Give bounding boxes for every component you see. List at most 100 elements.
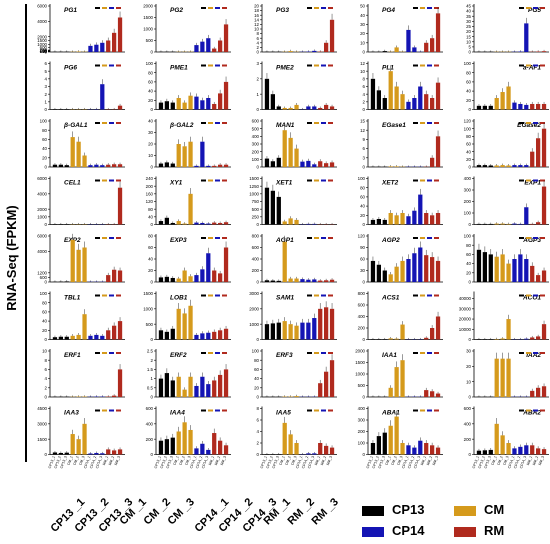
bar-rm-2 [323, 371, 329, 397]
y-tick-label: 160 [146, 191, 154, 196]
bar-cm-3 [400, 360, 405, 397]
bar-rm-2 [217, 40, 223, 52]
y-tick-label: 200 [252, 149, 260, 154]
y-tick-label: 4000 [37, 19, 47, 24]
sample-tick-label: RM_1 [208, 455, 215, 465]
y-tick-label: 500 [358, 383, 366, 388]
bar-cp13-2 [482, 252, 488, 282]
bar-cp14-1 [88, 453, 93, 455]
bar-rm-2 [217, 374, 223, 397]
y-tick-label: 150 [40, 48, 48, 53]
y-tick-label: 2 [257, 45, 260, 50]
bar-rm-1 [424, 337, 429, 340]
bar-cm-1 [282, 130, 287, 167]
mini-legend-swatch [540, 179, 545, 182]
y-tick-label: 80 [466, 70, 471, 75]
panel-lob1: 0 500 1000 1500 LOB1 [143, 291, 231, 342]
panel-title: ACO1 [522, 295, 541, 302]
y-tick-label: 20 [42, 155, 47, 160]
y-tick-label: 600 [358, 303, 366, 308]
bar-cp14-3 [206, 165, 211, 167]
y-tick-label: 10 [360, 69, 365, 74]
bar-cp14-2 [200, 333, 205, 340]
y-tick-label: 20 [360, 213, 365, 218]
y-tick-label: 10 [42, 349, 47, 354]
bar-cp14-3 [418, 440, 423, 455]
bar-cp14-2 [306, 453, 311, 455]
mini-legend-swatch [201, 352, 206, 354]
sample-tick-label: CP14_2 [195, 455, 203, 469]
bar-cp14-2 [518, 446, 523, 455]
y-tick-label: 0 [257, 165, 260, 170]
mini-legend-swatch [540, 7, 545, 9]
bar-cm-2 [500, 358, 505, 397]
mini-legend-swatch [328, 294, 333, 297]
bar-cp13-3 [170, 163, 175, 167]
mini-legend-swatch [102, 7, 107, 9]
mini-legend-swatch [533, 294, 538, 297]
bar-cm-2 [76, 51, 81, 52]
y-tick-label: 1250 [249, 184, 259, 189]
bar-cm-1 [282, 221, 287, 225]
bar-rm-1 [106, 164, 111, 167]
y-tick-label: 10 [466, 39, 471, 44]
mini-legend-swatch [109, 294, 114, 297]
bar-rm-3 [117, 17, 123, 52]
y-tick-label: 0 [45, 280, 48, 285]
bar-cp14-2 [412, 210, 417, 225]
y-tick-label: 20 [466, 157, 471, 162]
bar-cm-2 [76, 141, 81, 167]
panel-pme2: 0 1 2 3 PME2 [257, 61, 337, 112]
panel-title: β-GAL2 [169, 122, 194, 129]
mini-legend-swatch [328, 7, 333, 9]
bar-cp13-2 [58, 164, 64, 167]
bar-rm-3 [541, 324, 547, 340]
bar-cm-1 [494, 98, 499, 110]
bar-cm-3 [82, 247, 87, 282]
bar-cp14-3 [206, 332, 211, 340]
mini-legend-swatch [540, 294, 545, 297]
y-tick-label: 2 [45, 92, 48, 97]
bar-cm-3 [188, 193, 193, 225]
bar-cp13-2 [164, 101, 170, 110]
sample-tick-label: CM_2 [179, 455, 186, 465]
mini-legend-swatch [208, 64, 213, 67]
y-tick-label: 35 [466, 14, 471, 19]
mini-legend-swatch [102, 122, 107, 124]
bar-rm-3 [117, 449, 123, 455]
mini-legend-swatch [95, 409, 100, 412]
sample-tick-label: CP13_2 [54, 455, 62, 469]
bar-rm-1 [530, 265, 535, 282]
sample-tick-label: CP14_1 [507, 455, 515, 469]
panel-tbl1: 0 20 40 60 80 100 TBL1 [40, 291, 125, 342]
bar-cp14-1 [512, 448, 517, 455]
bar-rm-1 [424, 255, 429, 282]
panel-title: IAA5 [276, 410, 291, 417]
bar-cp14-2 [94, 452, 99, 455]
mini-legend-swatch [533, 352, 538, 354]
y-tick-label: 60 [42, 137, 47, 142]
bar-rm-2 [535, 336, 541, 340]
sample-tick-label: CP13_1 [260, 455, 268, 469]
bar-cm-2 [394, 215, 399, 225]
y-tick-label: 60 [360, 257, 365, 262]
bar-rm-3 [329, 447, 335, 455]
y-tick-label: 4500 [37, 406, 47, 411]
bar-cm-3 [188, 141, 193, 167]
y-tick-label: 15 [360, 119, 365, 124]
mini-legend-swatch [201, 64, 206, 67]
bar-cp14-2 [306, 160, 311, 167]
sample-tick-label: CP14_2 [89, 455, 97, 469]
bar-rm-3 [435, 316, 441, 340]
bar-cp14-3 [312, 223, 317, 225]
y-tick-label: 1500 [37, 437, 47, 442]
panel-title: AGP3 [522, 237, 541, 244]
y-tick-label: 40 [42, 146, 47, 151]
mini-legend-swatch [215, 409, 220, 412]
y-tick-label: 15 [466, 34, 471, 39]
legend-item-cp13: CP13 [362, 502, 425, 517]
legend-swatch-rm [454, 526, 476, 537]
mini-legend-swatch [427, 352, 432, 354]
mini-legend-swatch [321, 294, 326, 297]
bar-cp14-2 [412, 253, 417, 282]
